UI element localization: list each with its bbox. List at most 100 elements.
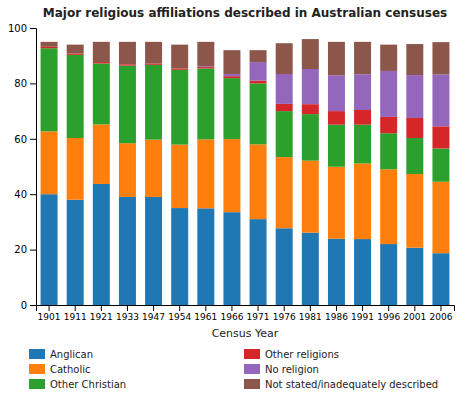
bar-segment — [406, 138, 423, 174]
x-tick: 1954 — [168, 305, 191, 322]
bar-segment — [432, 75, 449, 127]
bars — [41, 39, 450, 305]
tick-label: 1901 — [38, 312, 61, 322]
tick-label: 1961 — [194, 312, 217, 322]
legend-swatch — [244, 349, 260, 359]
bar-segment — [145, 197, 162, 305]
tick-mark — [30, 305, 36, 306]
bar-segment — [406, 118, 423, 138]
bar-segment — [302, 114, 319, 161]
bar-segment — [432, 148, 449, 181]
bar-segment — [145, 42, 162, 64]
tick-mark — [284, 305, 285, 311]
bar-segment — [302, 104, 319, 114]
tick-label: 1981 — [299, 312, 322, 322]
y-tick: 20 — [14, 244, 36, 255]
bar-segment — [93, 62, 110, 63]
x-tick: 1947 — [142, 305, 165, 322]
tick-mark — [310, 305, 311, 311]
bar-segment — [406, 248, 423, 305]
tick-label: 40 — [14, 189, 27, 200]
tick-mark — [127, 305, 128, 311]
y-tick: 40 — [14, 189, 36, 200]
title: Major religious affiliations described i… — [43, 6, 447, 20]
tick-label: 1996 — [377, 312, 400, 322]
bar-segment — [171, 208, 188, 305]
legend: AnglicanCatholicOther ChristianOther rel… — [29, 349, 438, 390]
x-tick: 1986 — [325, 305, 348, 322]
legend-label: Anglican — [50, 349, 93, 360]
tick-mark — [30, 250, 36, 251]
bar-segment — [354, 42, 371, 74]
legend-swatch — [244, 364, 260, 374]
bar-segment — [93, 184, 110, 305]
bar-segment — [250, 144, 267, 219]
tick-label: 20 — [14, 244, 27, 255]
bar-segment — [223, 74, 240, 76]
bar-segment — [67, 138, 84, 200]
legend-item: Catholic — [29, 364, 91, 375]
tick-mark — [179, 305, 180, 311]
tick-mark — [30, 28, 36, 29]
tick-label: 1986 — [325, 312, 348, 322]
legend-item: No religion — [244, 364, 319, 375]
tick-label: 1971 — [247, 312, 270, 322]
tick-mark — [49, 305, 50, 311]
bar-segment — [250, 83, 267, 144]
y-axis: 020406080100 — [8, 23, 37, 311]
bar-segment — [41, 48, 58, 131]
bar-segment — [302, 39, 319, 69]
bar-segment — [380, 169, 397, 244]
x-axis-label: Census Year — [212, 327, 279, 340]
bar-segment — [276, 157, 293, 228]
bar-segment — [41, 47, 58, 48]
bar-segment — [197, 139, 214, 208]
bar-segment — [250, 62, 267, 81]
legend-label: Other Christian — [50, 379, 126, 390]
legend-swatch — [244, 379, 260, 389]
tick-label: 2006 — [429, 312, 452, 322]
bar-segment — [276, 228, 293, 305]
bar-segment — [223, 76, 240, 78]
bar-segment — [145, 63, 162, 64]
tick-label: 1976 — [273, 312, 296, 322]
tick-mark — [414, 305, 415, 311]
tick-label: 1966 — [220, 312, 243, 322]
bar-segment — [197, 68, 214, 139]
legend-label: No religion — [265, 364, 319, 375]
tick-label: 1933 — [116, 312, 139, 322]
bar-segment — [119, 66, 136, 144]
bar-segment — [67, 55, 84, 138]
y-tick: 60 — [14, 134, 36, 145]
bar-segment — [432, 126, 449, 148]
legend-item: Anglican — [29, 349, 93, 360]
tick-mark — [30, 139, 36, 140]
bar-segment — [380, 117, 397, 133]
axis-domain — [30, 29, 37, 306]
bar-segment — [354, 74, 371, 110]
bar-segment — [302, 161, 319, 233]
bar-segment — [432, 182, 449, 253]
axis-domain — [37, 306, 455, 312]
bar-segment — [380, 45, 397, 71]
series — [41, 124, 450, 253]
bar-segment — [197, 208, 214, 305]
bar-segment — [276, 74, 293, 104]
bar-segment — [171, 145, 188, 208]
tick-label: 100 — [8, 23, 27, 34]
bar-segment — [328, 167, 345, 239]
tick-mark — [388, 305, 389, 311]
x-tick: 1901 — [38, 305, 61, 322]
legend-swatch — [29, 364, 45, 374]
y-tick: 100 — [8, 23, 36, 34]
bar-segment — [354, 110, 371, 125]
x-tick: 1971 — [247, 305, 270, 322]
bar-segment — [276, 43, 293, 74]
x-tick: 1911 — [64, 305, 87, 322]
bar-segment — [171, 68, 188, 69]
bar-segment — [328, 111, 345, 125]
bar-segment — [223, 50, 240, 74]
bar-segment — [302, 69, 319, 104]
tick-mark — [362, 305, 363, 311]
tick-label: 2001 — [403, 312, 426, 322]
